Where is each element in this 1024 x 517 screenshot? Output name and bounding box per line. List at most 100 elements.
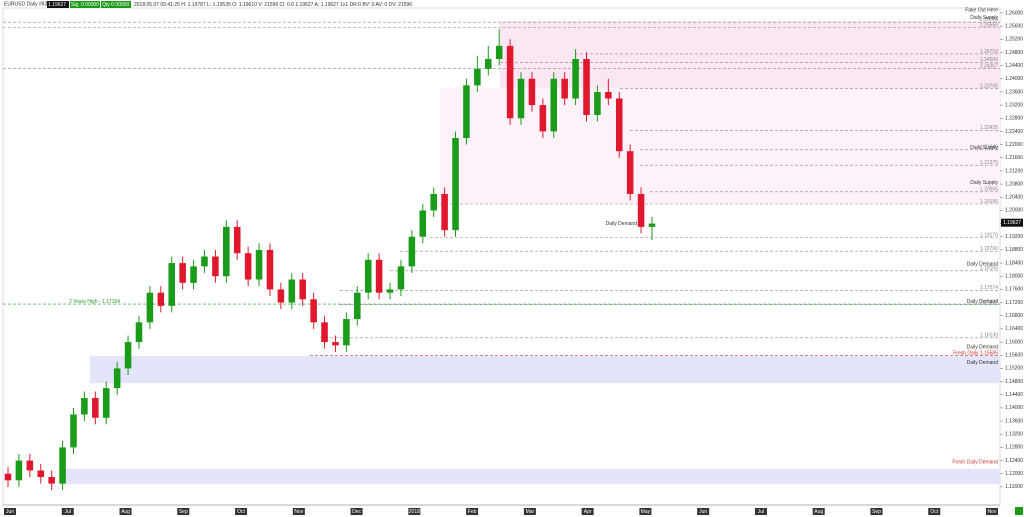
qty-badge: Qty 0.00000 (102, 2, 129, 8)
scroll-button[interactable] (1015, 507, 1023, 515)
candle-body (48, 477, 55, 484)
level-label: 1.21375 (980, 160, 998, 166)
annotation: Daily Demand (967, 344, 999, 350)
y-tick-label: 1.11600 (1005, 484, 1023, 490)
level-label: Fresh Daily 1.15585 (953, 351, 998, 357)
candle-body (244, 253, 252, 280)
candle-body (4, 473, 12, 481)
candle-body (419, 210, 427, 237)
candle-body (484, 59, 492, 69)
candle-body (648, 223, 656, 227)
candle-body (375, 259, 383, 293)
month-box (928, 508, 941, 515)
candle-body (615, 98, 623, 152)
y-tick-label: 1.21200 (1005, 168, 1023, 174)
badge (47, 1, 69, 8)
candle-body (102, 388, 110, 418)
level-label: 2 Years High - 1.17154 (69, 299, 120, 305)
candle-body (386, 289, 394, 293)
month-box (177, 508, 190, 515)
month-box (466, 508, 479, 515)
level-label: 1.18760 (980, 246, 998, 252)
y-tick-label: 1.15600 (1005, 353, 1023, 359)
y-tick-label: 1.22000 (1005, 142, 1023, 148)
y-tick-label: 1.24800 (1005, 50, 1023, 56)
y-tick-label: 1.16400 (1005, 326, 1023, 332)
candle-body (223, 226, 230, 277)
x-tick-label: Oct (237, 509, 245, 515)
month-box (292, 508, 305, 515)
candle-body (583, 59, 590, 115)
x-tick-label: Jul (65, 509, 71, 515)
y-tick-label: 1.14400 (1005, 392, 1023, 398)
x-tick-label: Nov (988, 509, 997, 515)
y-tick-label: 1.23600 (1005, 89, 1023, 95)
x-tick-label: Apr (584, 509, 592, 515)
candle-body (452, 138, 459, 231)
annotation: Daily Demand (967, 299, 999, 305)
month-box (639, 508, 652, 515)
y-tick-label: 1.16000 (1005, 339, 1023, 345)
x-tick-label: Jun (699, 509, 707, 515)
candle-body (626, 151, 634, 194)
y-tick-label: 1.20400 (1005, 195, 1023, 201)
candle-body (15, 460, 23, 481)
level-label: 1.16130 (980, 333, 998, 339)
candle-body (354, 292, 361, 320)
y-tick-label: 1.22400 (1005, 129, 1023, 135)
candle-body (277, 289, 285, 303)
candle-body (168, 263, 176, 306)
candle-body (517, 78, 525, 119)
month-box (697, 508, 710, 515)
candle-body (233, 226, 241, 254)
y-tick-label: 1.25600 (1005, 23, 1023, 29)
candle-body (539, 105, 547, 132)
x-tick-label: Mar (526, 509, 535, 515)
y-tick-label: 1.12400 (1005, 458, 1023, 464)
y-tick-label: 1.24400 (1005, 63, 1023, 69)
y-tick-label: 1.14000 (1005, 405, 1023, 411)
annotation: Daily Demand (967, 360, 999, 366)
level-label: 1.23705 (980, 83, 998, 89)
level-label: 1.21840 (980, 145, 998, 151)
zone (90, 355, 1000, 384)
x-tick-label: Aug (121, 509, 130, 515)
annotation: Daily Supply (970, 145, 998, 151)
current-price-box (1001, 218, 1023, 227)
level-label: 1.17574 (980, 285, 998, 291)
x-tick-label: Sep (179, 509, 188, 515)
month-box (61, 508, 74, 515)
candle-body (637, 193, 645, 227)
candle-body (255, 249, 263, 280)
y-tick-label: 1.12800 (1005, 445, 1023, 451)
level-label: 1.18165 (980, 266, 998, 272)
y-tick-label: 1.18800 (1005, 247, 1023, 253)
candle-body (495, 45, 503, 60)
candle-body (561, 78, 568, 99)
candle-body (124, 342, 132, 369)
y-tick-label: 1.18400 (1005, 260, 1023, 266)
x-tick-label: Dec (352, 509, 361, 515)
x-tick-label: Aug (814, 509, 823, 515)
level-label: 1.24753 (980, 49, 998, 55)
info: 2018.05.07 05:41:25 H: 1.19787 L: 1.1953… (134, 2, 412, 8)
zone (60, 468, 1000, 485)
y-tick-label: 1.18000 (1005, 274, 1023, 280)
symbol: EURUSD Daily #8390 (4, 1, 53, 7)
y-tick-label: 1.14800 (1005, 379, 1023, 385)
x-tick-label: Jul (758, 509, 764, 515)
candle-body (157, 292, 165, 306)
candle-body (201, 256, 208, 267)
candle-body (299, 279, 306, 300)
level-label: 1.20565 (980, 187, 998, 193)
level-label: 1.22435 (980, 125, 998, 131)
candle-body (179, 263, 186, 283)
level-label: 1.24307 (980, 63, 998, 69)
sig-badge: Sig. 0.00000 (71, 2, 99, 8)
y-tick-label: 1.25200 (1005, 37, 1023, 43)
month-box (4, 508, 16, 515)
y-tick-label: 1.16800 (1005, 313, 1023, 319)
x-tick-label: 2018 (409, 509, 420, 515)
y-tick-label: 1.23200 (1005, 102, 1023, 108)
